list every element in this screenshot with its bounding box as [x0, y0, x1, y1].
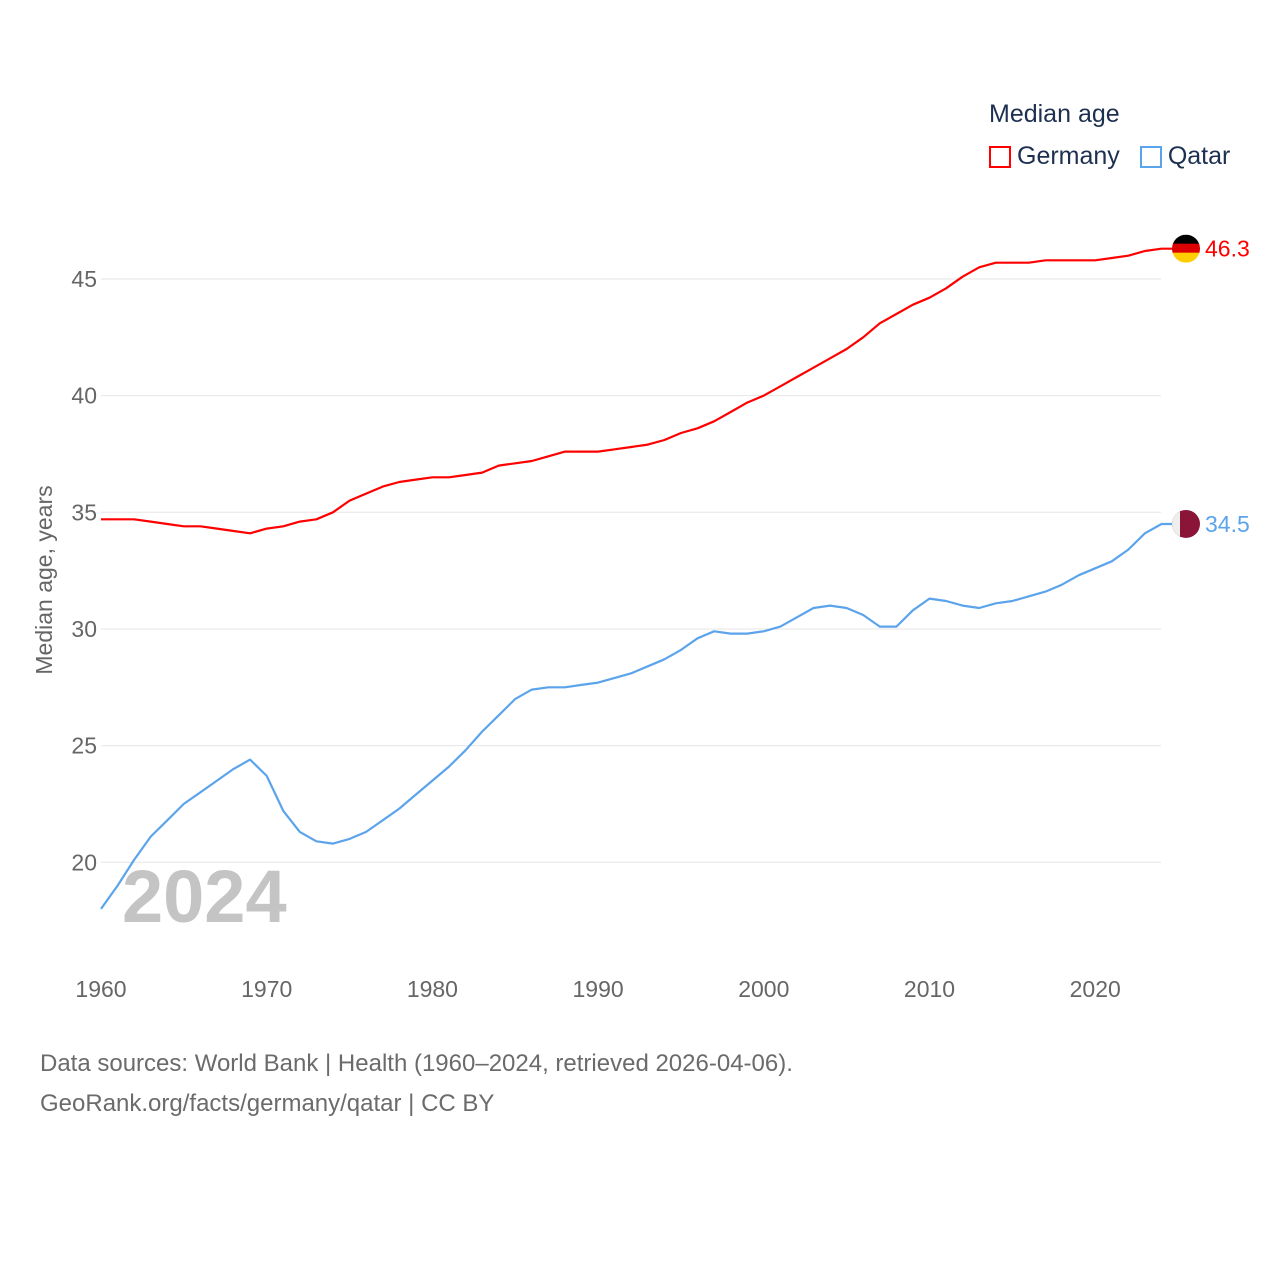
- footer: Data sources: World Bank | Health (1960–…: [40, 1044, 793, 1124]
- germany-flag-icon: [1172, 234, 1200, 263]
- y-tick-label: 40: [71, 383, 97, 409]
- x-tick-label: 2010: [904, 976, 955, 1002]
- legend-item-germany[interactable]: Germany: [989, 142, 1120, 171]
- y-tick-label: 35: [71, 499, 97, 525]
- legend-label-germany: Germany: [1017, 142, 1120, 170]
- attribution-link[interactable]: GeoRank.org/facts/germany/qatar | CC BY: [40, 1090, 495, 1117]
- qatar-flag-icon: [1172, 509, 1200, 538]
- legend-item-qatar[interactable]: Qatar: [1139, 142, 1231, 171]
- year-watermark: 2024: [122, 855, 287, 938]
- y-tick-label: 20: [71, 849, 97, 875]
- x-tick-label: 1980: [407, 976, 458, 1002]
- series-line-germany: [101, 247, 1172, 535]
- x-tick-label: 1990: [573, 976, 624, 1002]
- end-label-germany: 46.3: [1205, 236, 1250, 262]
- x-tick-label: 2000: [738, 976, 789, 1002]
- legend-label-qatar: Qatar: [1167, 142, 1231, 170]
- legend-swatch-germany: [989, 145, 1011, 168]
- y-tick-label: 30: [71, 616, 97, 642]
- y-axis-label: Median age, years: [31, 485, 57, 674]
- y-tick-label: 25: [71, 733, 97, 759]
- legend-title: Median age: [989, 100, 1120, 128]
- y-tick-label: 45: [71, 266, 97, 292]
- x-tick-label: 1960: [75, 976, 126, 1002]
- legend: Germany Qatar: [989, 142, 1230, 171]
- data-sources-text: Data sources: World Bank | Health (1960–…: [40, 1050, 793, 1077]
- x-tick-label: 1970: [241, 976, 292, 1002]
- end-label-qatar: 34.5: [1205, 511, 1250, 537]
- legend-swatch-qatar: [1139, 145, 1162, 168]
- x-tick-label: 2020: [1070, 976, 1121, 1002]
- series-line-qatar: [100, 522, 1172, 910]
